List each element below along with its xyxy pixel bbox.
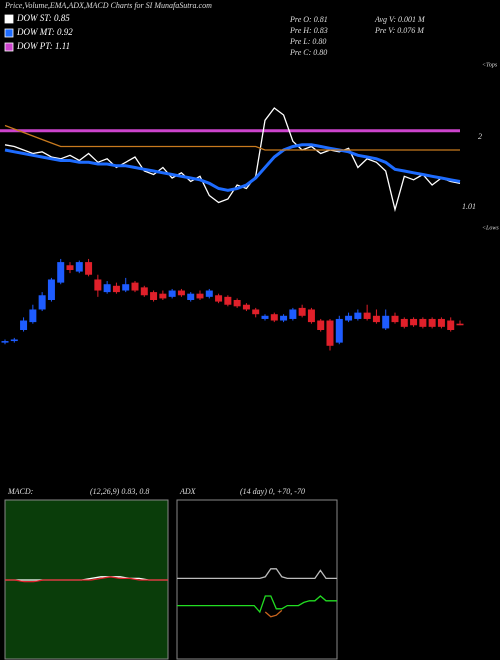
legend-swatch (4, 14, 14, 24)
stat-label: Pre O: 0.81 (289, 15, 328, 24)
candle-body (85, 262, 93, 275)
legend-swatch (4, 42, 14, 52)
candle-body (437, 318, 445, 327)
stat-label: Pre L: 0.80 (289, 37, 326, 46)
candle-body (122, 284, 130, 291)
candle-body (57, 262, 65, 283)
panel-title: ADX (179, 487, 197, 496)
candle-body (363, 312, 371, 319)
candle-body (112, 285, 120, 293)
panel-subtitle: (14 day) 0, +70, -70 (240, 487, 305, 496)
annotation: <Lows (482, 225, 499, 231)
panel-subtitle: (12,26,9) 0.83, 0.8 (90, 487, 149, 496)
chart-title: Price,Volume,EMA,ADX,MACD Charts for SI … (4, 1, 212, 10)
annotation: <Tops (482, 62, 498, 68)
series-line (264, 609, 283, 618)
series-line (177, 595, 337, 614)
candle-body (47, 279, 55, 300)
candle-body (233, 300, 241, 307)
annotation: 2 (478, 132, 482, 141)
series-line (5, 576, 168, 583)
legend-swatch (4, 28, 14, 38)
candle-body (345, 315, 353, 321)
panel (176, 499, 338, 660)
stat-label: Avg V: 0.001 M (374, 15, 426, 24)
series-line (4, 143, 461, 192)
candle-body (224, 296, 232, 305)
candle-body (456, 323, 464, 326)
series-line (4, 124, 460, 151)
candle-body (196, 293, 204, 299)
legend-label: DOW ST: 0.85 (16, 13, 70, 23)
candle-body (38, 295, 46, 310)
candle-body (280, 315, 288, 321)
candle-body (75, 262, 83, 272)
legend-label: DOW PT: 1.11 (16, 41, 70, 51)
candle-body (205, 290, 213, 297)
candle-body (131, 282, 139, 291)
candle-body (382, 315, 390, 329)
series-line (4, 107, 461, 213)
candle-body (94, 279, 102, 291)
candle-body (317, 320, 325, 330)
annotation: 1.01 (462, 202, 476, 211)
candle-body (187, 293, 195, 300)
candle-body (270, 314, 278, 321)
candle-body (410, 318, 418, 326)
panel-title: MACD: (7, 487, 34, 496)
stat-label: Pre V: 0.076 M (374, 26, 425, 35)
candle-body (168, 290, 176, 297)
candle-body (261, 315, 269, 319)
candle-body (354, 312, 362, 319)
candle-body (372, 315, 380, 323)
candle-body (242, 304, 250, 310)
candle-body (177, 290, 185, 296)
candle-body (20, 320, 28, 330)
candle-body (447, 320, 455, 330)
candle-body (103, 284, 111, 293)
series-line (177, 568, 337, 580)
candle-body (289, 309, 297, 319)
legend-label: DOW MT: 0.92 (16, 27, 73, 37)
candle-body (419, 318, 427, 327)
candle-body (391, 315, 399, 323)
candle-body (252, 309, 260, 315)
candle-body (29, 309, 37, 323)
candle-body (1, 341, 9, 343)
candle-body (10, 339, 18, 342)
stat-label: Pre H: 0.83 (289, 26, 328, 35)
candle-body (335, 318, 343, 343)
candle-body (298, 307, 306, 316)
candle-body (159, 293, 167, 299)
candle-body (400, 318, 408, 327)
candle-body (215, 295, 223, 302)
series-line (5, 576, 168, 581)
candle-body (428, 318, 436, 327)
candle-body (326, 320, 334, 346)
candle-body (150, 292, 158, 300)
candle-body (140, 287, 148, 296)
stat-label: Pre C: 0.80 (289, 48, 327, 57)
candle-body (66, 265, 74, 270)
candle-body (307, 309, 315, 323)
